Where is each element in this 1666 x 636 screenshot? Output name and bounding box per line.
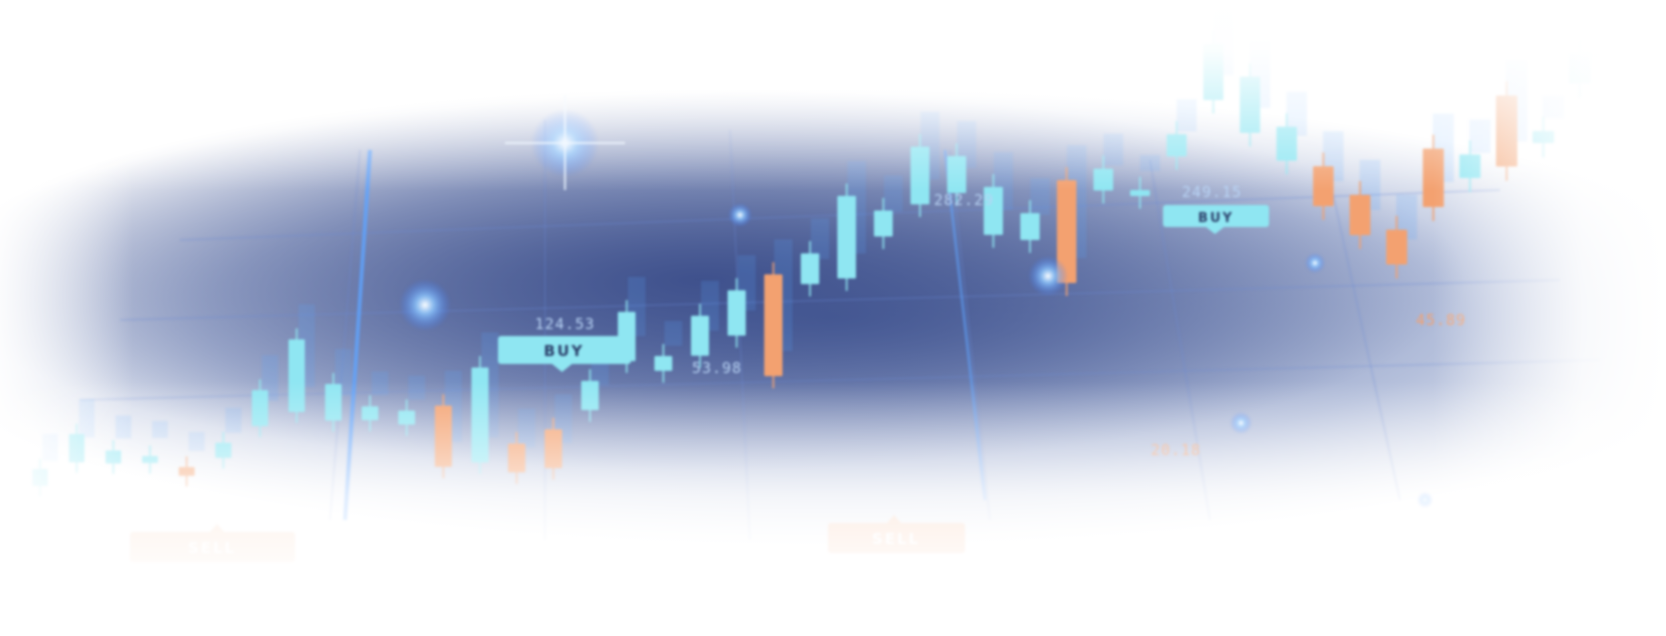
- bearish-candle: [508, 443, 526, 473]
- glow-dot: [1028, 256, 1068, 296]
- bullish-candle: [105, 450, 122, 464]
- sell-tag: SELL: [828, 515, 965, 553]
- bullish-candle: [142, 456, 158, 464]
- background-candle: [371, 371, 389, 396]
- bullish-candle: [1239, 76, 1261, 133]
- background-candle: [115, 415, 132, 439]
- buy-tag-label: BUY: [1198, 211, 1234, 226]
- price-label: 282.29: [934, 191, 994, 209]
- bullish-candle: [837, 195, 856, 279]
- bullish-candle: [654, 355, 673, 371]
- bullish-candle: [910, 146, 930, 205]
- bullish-candle: [1203, 44, 1224, 101]
- bullish-candle: [1093, 168, 1114, 191]
- bearish-candle: [434, 405, 452, 467]
- price-label: 20.18: [1151, 441, 1201, 459]
- buy-tag-label: BUY: [544, 342, 584, 360]
- bullish-candle: [727, 290, 746, 336]
- background-candle: [883, 175, 903, 212]
- sell-tag-label: SELL: [188, 539, 236, 557]
- background-candle: [518, 408, 536, 448]
- background-candle: [152, 421, 168, 439]
- glow-dot: [1230, 412, 1252, 434]
- price-label: 53.98: [692, 359, 742, 377]
- bullish-candle: [325, 383, 342, 421]
- bearish-candle: [1313, 166, 1334, 207]
- bearish-candle: [544, 429, 563, 469]
- background-candle: [1469, 119, 1491, 154]
- sell-tag-label: SELL: [872, 530, 920, 548]
- bullish-candle: [800, 253, 820, 285]
- bullish-candle: [215, 442, 232, 458]
- buy-tag: BUY: [498, 336, 631, 372]
- glow-dot: [728, 203, 752, 227]
- price-label: 124.53: [535, 315, 595, 333]
- bullish-candle: [1569, 53, 1591, 84]
- bullish-candle: [68, 434, 85, 463]
- background-candle: [1140, 155, 1160, 171]
- background-candle: [188, 432, 205, 451]
- background-candle: [78, 399, 95, 438]
- buy-tag: BUY: [1163, 205, 1269, 234]
- background-candle: [1030, 178, 1050, 215]
- bullish-candle: [288, 339, 305, 412]
- bullish-candle: [251, 390, 269, 427]
- bullish-candle: [1166, 134, 1187, 157]
- glow-dot: [1417, 492, 1433, 508]
- bullish-candle: [1459, 154, 1481, 179]
- background-candle: [225, 407, 242, 433]
- price-label: 45.89: [1416, 311, 1466, 329]
- bearish-candle: [1386, 229, 1408, 265]
- bullish-candle: [947, 156, 967, 194]
- background-candle: [1176, 99, 1197, 132]
- bearish-candle: [1496, 95, 1518, 167]
- background-candle: [408, 375, 426, 400]
- glow-dot: [1305, 253, 1325, 273]
- bullish-candle: [581, 380, 599, 411]
- background-candle: [810, 218, 830, 260]
- bearish-candle: [764, 274, 783, 377]
- bullish-candle: [361, 406, 379, 421]
- background-candle: [1542, 96, 1565, 118]
- background-candle: [1103, 133, 1124, 166]
- bullish-candle: [691, 315, 709, 356]
- bearish-candle: [178, 467, 195, 476]
- bullish-candle: [1130, 190, 1150, 196]
- background-candle: [1579, 18, 1601, 59]
- background-candle: [42, 434, 58, 461]
- bullish-candle: [1020, 213, 1040, 240]
- bearish-candle: [1422, 148, 1444, 207]
- bullish-candle: [1532, 131, 1555, 143]
- bullish-candle: [398, 410, 416, 425]
- bearish-candle: [1349, 194, 1371, 236]
- glow-dot: [399, 279, 451, 331]
- bullish-candle: [471, 367, 489, 463]
- background-candle: [664, 320, 683, 346]
- sell-tag: SELL: [130, 524, 295, 562]
- bullish-candle: [1276, 126, 1297, 161]
- price-label: 249.15: [1182, 183, 1242, 201]
- bullish-candle: [32, 469, 48, 486]
- bullish-candle: [873, 210, 893, 237]
